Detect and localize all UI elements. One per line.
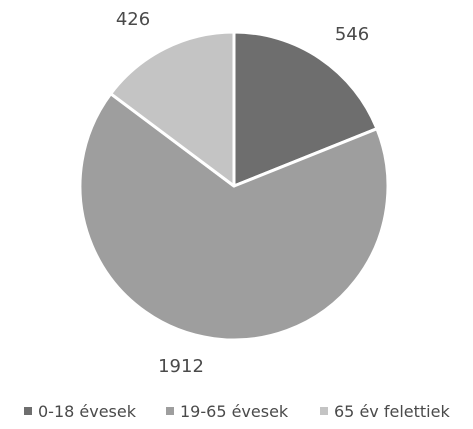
data-labels: 546 1912 426	[116, 9, 369, 377]
pie-slice-0-18-vesek	[232, 30, 379, 188]
data-label-65-v-felettiek: 426	[116, 9, 150, 30]
legend-label-65-v-felettiek: 65 év felettiek	[334, 402, 450, 421]
legend-swatch-0-18-vesek	[24, 407, 32, 415]
legend-label-0-18-vesek: 0-18 évesek	[38, 402, 137, 421]
legend-swatch-65-v-felettiek	[320, 407, 328, 415]
legend-label-19-65-vesek: 19-65 évesek	[180, 402, 289, 421]
pie-slice-65-v-felettiek	[109, 30, 236, 188]
data-label-0-18-vesek: 546	[335, 24, 369, 45]
pie-slices	[78, 30, 390, 342]
pie-slice-19-65-vesek	[78, 92, 390, 342]
legend-swatch-19-65-vesek	[166, 407, 174, 415]
legend: 0-18 évesek 19-65 évesek 65 év felettiek	[24, 402, 450, 421]
data-label-19-65-vesek: 1912	[158, 356, 204, 377]
